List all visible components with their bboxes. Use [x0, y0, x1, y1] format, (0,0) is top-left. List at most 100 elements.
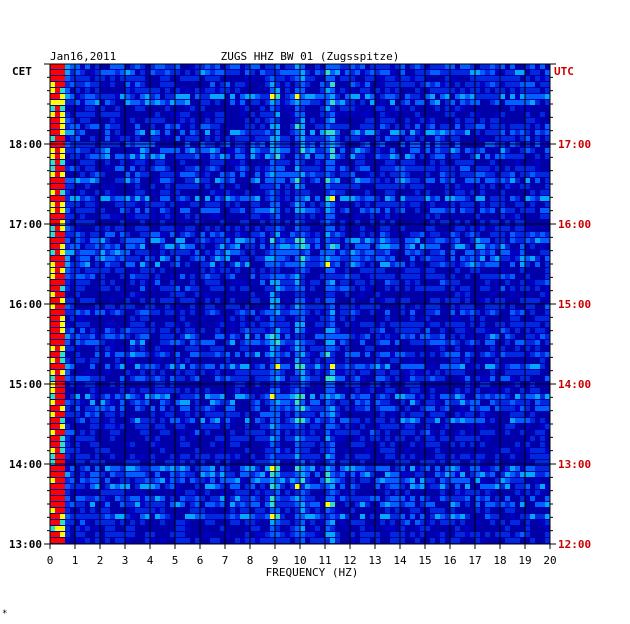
spectrogram-cell [95, 124, 100, 129]
spectrogram-cell [140, 100, 145, 105]
spectrogram-cell [325, 430, 330, 435]
spectrogram-cell [330, 208, 335, 213]
spectrogram-cell [55, 490, 60, 495]
spectrogram-cell [155, 364, 160, 369]
spectrogram-cell [500, 256, 505, 261]
spectrogram-cell [50, 190, 55, 195]
spectrogram-cell [275, 100, 280, 105]
spectrogram-cell [260, 154, 265, 159]
spectrogram-cell [395, 94, 400, 99]
spectrogram-cell [305, 238, 310, 243]
spectrogram-cell [270, 184, 275, 189]
spectrogram-cell [385, 406, 390, 411]
spectrogram-cell [70, 412, 75, 417]
spectrogram-cell [455, 388, 460, 393]
spectrogram-cell [105, 328, 110, 333]
spectrogram-cell [425, 82, 430, 87]
spectrogram-cell [215, 412, 220, 417]
spectrogram-cell [95, 484, 100, 489]
spectrogram-cell [480, 94, 485, 99]
spectrogram-cell [245, 244, 250, 249]
spectrogram-cell [435, 298, 440, 303]
spectrogram-cell [520, 340, 525, 345]
spectrogram-cell [525, 340, 530, 345]
spectrogram-cell [395, 334, 400, 339]
spectrogram-cell [270, 364, 275, 369]
spectrogram-cell [465, 184, 470, 189]
spectrogram-cell [295, 358, 300, 363]
spectrogram-cell [340, 484, 345, 489]
spectrogram-cell [465, 124, 470, 129]
spectrogram-cell [530, 418, 535, 423]
spectrogram-cell [295, 430, 300, 435]
spectrogram-cell [255, 352, 260, 357]
spectrogram-cell [150, 502, 155, 507]
spectrogram-cell [510, 376, 515, 381]
spectrogram-cell [235, 514, 240, 519]
spectrogram-cell [545, 208, 550, 213]
spectrogram-cell [465, 232, 470, 237]
spectrogram-cell [200, 466, 205, 471]
spectrogram-cell [420, 256, 425, 261]
spectrogram-cell [145, 418, 150, 423]
spectrogram-cell [160, 190, 165, 195]
spectrogram-cell [295, 448, 300, 453]
spectrogram-cell [315, 484, 320, 489]
spectrogram-cell [90, 124, 95, 129]
spectrogram-cell [435, 88, 440, 93]
spectrogram-cell [295, 178, 300, 183]
spectrogram-cell [65, 484, 70, 489]
spectrogram-cell [220, 196, 225, 201]
spectrogram-cell [490, 310, 495, 315]
spectrogram-cell [65, 448, 70, 453]
spectrogram-cell [100, 262, 105, 267]
spectrogram-cell [290, 100, 295, 105]
spectrogram-cell [255, 340, 260, 345]
spectrogram-cell [340, 154, 345, 159]
spectrogram-cell [525, 178, 530, 183]
spectrogram-cell [220, 316, 225, 321]
spectrogram-cell [340, 460, 345, 465]
spectrogram-cell [205, 310, 210, 315]
spectrogram-cell [240, 370, 245, 375]
spectrogram-cell [135, 376, 140, 381]
spectrogram-cell [545, 172, 550, 177]
spectrogram-cell [320, 406, 325, 411]
spectrogram-cell [410, 334, 415, 339]
spectrogram-cell [435, 286, 440, 291]
spectrogram-cell [75, 274, 80, 279]
spectrogram-cell [210, 346, 215, 351]
spectrogram-cell [460, 394, 465, 399]
spectrogram-cell [395, 106, 400, 111]
spectrogram-cell [140, 514, 145, 519]
spectrogram-cell [365, 364, 370, 369]
spectrogram-cell [145, 226, 150, 231]
spectrogram-cell [225, 88, 230, 93]
spectrogram-cell [200, 238, 205, 243]
spectrogram-cell [355, 256, 360, 261]
spectrogram-cell [470, 172, 475, 177]
spectrogram-cell [535, 490, 540, 495]
spectrogram-cell [275, 130, 280, 135]
spectrogram-cell [120, 232, 125, 237]
spectrogram-cell [345, 472, 350, 477]
spectrogram-cell [235, 484, 240, 489]
spectrogram-cell [410, 304, 415, 309]
spectrogram-cell [120, 520, 125, 525]
spectrogram-cell [140, 64, 145, 69]
spectrogram-cell [335, 490, 340, 495]
spectrogram-cell [320, 70, 325, 75]
spectrogram-cell [260, 472, 265, 477]
spectrogram-cell [140, 388, 145, 393]
spectrogram-cell [50, 412, 55, 417]
spectrogram-cell [150, 136, 155, 141]
spectrogram-cell [490, 94, 495, 99]
spectrogram-cell [130, 358, 135, 363]
spectrogram-cell [415, 322, 420, 327]
spectrogram-cell [50, 322, 55, 327]
spectrogram-cell [110, 418, 115, 423]
spectrogram-cell [465, 70, 470, 75]
spectrogram-cell [85, 238, 90, 243]
spectrogram-cell [445, 166, 450, 171]
spectrogram-cell [455, 190, 460, 195]
